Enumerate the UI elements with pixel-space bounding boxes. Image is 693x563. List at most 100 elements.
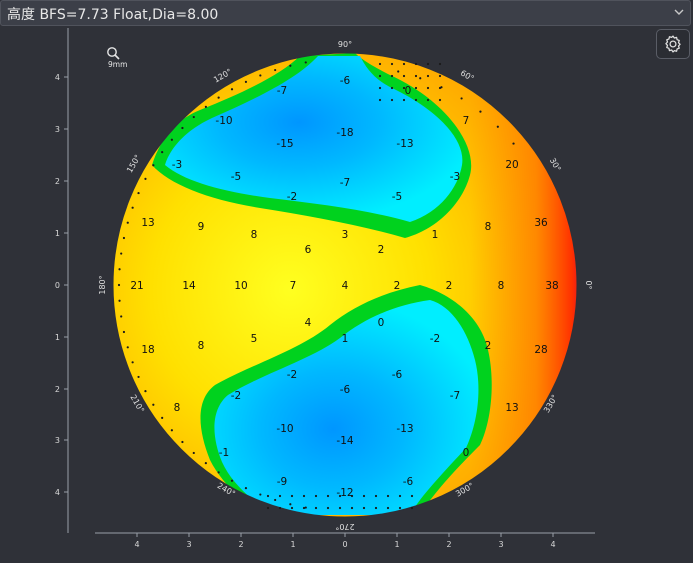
measurement-dot: [512, 142, 515, 145]
elevation-value: -12: [336, 487, 353, 499]
measurement-dot: [289, 64, 292, 67]
angle-label: 90°: [338, 40, 352, 49]
zoom-label: 9mm: [108, 60, 127, 69]
top-blue-region: [165, 56, 463, 222]
measurement-dot: [181, 440, 184, 444]
measurement-dot: [402, 86, 406, 90]
angle-label: 180°: [98, 275, 107, 294]
elevation-value: 8: [198, 340, 205, 352]
elevation-value: 8: [498, 280, 505, 292]
y-tick-label: 4: [55, 488, 60, 497]
measurement-dot: [419, 77, 422, 80]
measurement-dot: [426, 98, 430, 102]
x-tick-label: 2: [238, 540, 243, 549]
measurement-dot: [402, 98, 406, 102]
measurement-dot: [362, 494, 366, 498]
measurement-dot: [266, 506, 270, 510]
measurement-dot: [290, 506, 294, 510]
measurement-dot: [460, 97, 463, 100]
measurement-dot: [118, 268, 121, 271]
angle-label: 30°: [548, 156, 563, 173]
y-tick-label: 3: [55, 125, 60, 134]
measurement-dot: [152, 403, 155, 406]
elevation-value: 3: [342, 229, 349, 241]
elevation-value: 7: [463, 115, 470, 127]
magnifier-icon[interactable]: [107, 47, 120, 60]
measurement-dot: [278, 494, 282, 498]
elevation-value: -3: [450, 171, 460, 183]
measurement-dot: [118, 299, 121, 302]
x-tick-label: 2: [446, 540, 451, 549]
elevation-value: 10: [234, 280, 247, 292]
gear-icon: [665, 35, 681, 53]
angle-label: 270°: [335, 522, 354, 531]
elevation-value: 0: [405, 85, 412, 97]
elevation-value: -13: [396, 138, 413, 150]
measurement-dot: [217, 471, 220, 474]
elevation-value: 9: [198, 221, 205, 233]
y-tick-label: 1: [55, 333, 60, 342]
angle-label: 0°: [584, 280, 593, 289]
measurement-dot: [304, 61, 307, 64]
measurement-dot: [397, 70, 400, 73]
measurement-dot: [122, 330, 126, 334]
elevation-value: -7: [340, 177, 350, 189]
elevation-value: -2: [287, 191, 297, 203]
measurement-dot: [244, 80, 248, 83]
elevation-value: 36: [534, 217, 548, 229]
measurement-dot: [204, 105, 207, 109]
measurement-dot: [326, 494, 330, 498]
measurement-dot: [438, 98, 442, 102]
measurement-dot: [386, 506, 390, 510]
measurement-dot: [274, 68, 277, 72]
measurement-dot: [479, 110, 482, 113]
x-tick-label: 4: [550, 540, 555, 549]
elevation-value: -10: [215, 115, 232, 127]
measurement-dot: [161, 416, 164, 419]
elevation-value: 21: [130, 280, 143, 292]
elevation-value: -2: [231, 390, 241, 402]
elevation-value: -1: [219, 447, 229, 459]
elevation-value: -7: [277, 85, 287, 97]
measurement-dot: [137, 375, 140, 379]
measurement-dot: [304, 506, 307, 509]
elevation-value: -5: [231, 171, 241, 183]
elevation-value: 8: [251, 229, 258, 241]
elevation-value: 1: [342, 333, 349, 345]
measurement-dot: [230, 479, 234, 482]
measurement-dot: [259, 493, 262, 496]
elevation-value: 4: [342, 280, 349, 292]
measurement-dot: [120, 252, 123, 255]
elevation-value: 2: [378, 244, 385, 256]
measurement-dot: [350, 494, 354, 498]
y-tick-label: 0: [55, 281, 60, 290]
angle-label: 60°: [459, 68, 476, 83]
measurement-dot: [117, 283, 121, 287]
measurement-dot: [410, 494, 414, 498]
elevation-value: 8: [174, 402, 181, 414]
map-title: 高度 BFS=7.73 Float,Dia=8.00: [7, 7, 219, 23]
measurement-dot: [374, 494, 378, 498]
measurement-dot: [170, 138, 173, 141]
measurement-dot: [362, 506, 366, 510]
measurement-dot: [192, 115, 195, 119]
measurement-dot: [338, 494, 342, 498]
map-border: [112, 52, 578, 518]
measurement-dot: [126, 221, 129, 224]
elevation-value: 8: [485, 221, 492, 233]
elevation-value: 7: [290, 280, 297, 292]
elevation-value: -3: [172, 159, 182, 171]
elevation-value: -2: [287, 369, 297, 381]
title-dropdown[interactable]: 高度 BFS=7.73 Float,Dia=8.00: [0, 0, 691, 26]
measurement-dot: [374, 506, 378, 510]
measurement-dot: [414, 62, 418, 66]
settings-button[interactable]: [656, 29, 690, 59]
measurement-dot: [314, 494, 318, 498]
measurement-dot: [217, 96, 220, 99]
elevation-value: 13: [505, 402, 518, 414]
measurement-dot: [378, 86, 382, 90]
x-tick-label: 1: [394, 540, 399, 549]
elevation-value: -7: [450, 390, 460, 402]
y-tick-label: 4: [55, 73, 60, 82]
measurement-dot: [290, 494, 294, 498]
